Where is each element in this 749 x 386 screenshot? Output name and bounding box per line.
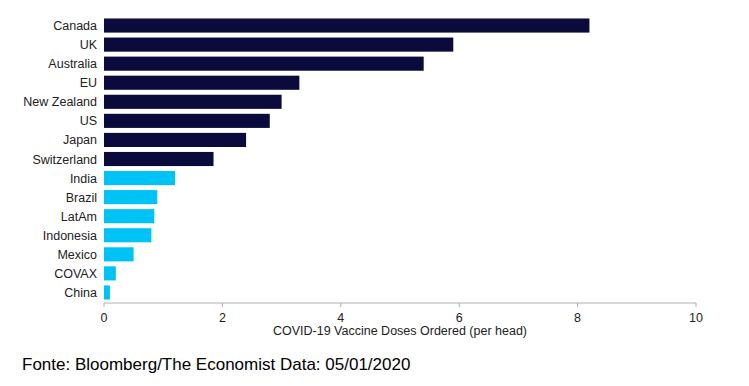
- bar: [104, 133, 246, 147]
- category-label: India: [70, 172, 97, 186]
- x-tick-label: 10: [689, 311, 703, 325]
- bar: [104, 190, 157, 204]
- chart-container: Canada UK Australia EU New Zealand US Japan Swi…: [0, 0, 749, 386]
- category-label: US: [80, 114, 97, 128]
- x-tick-label: 8: [574, 311, 581, 325]
- category-label: New Zealand: [23, 95, 97, 109]
- bar: [104, 285, 110, 299]
- x-tick: [696, 303, 697, 307]
- category-label: Canada: [53, 19, 97, 33]
- category-label: UK: [80, 38, 98, 52]
- x-axis-line: [104, 303, 696, 304]
- x-tick: [104, 303, 105, 307]
- category-label: Switzerland: [32, 153, 97, 167]
- category-label: Brazil: [66, 191, 97, 205]
- category-label: LatAm: [61, 210, 97, 224]
- category-label: Australia: [48, 57, 97, 71]
- bar: [104, 152, 214, 166]
- x-tick: [577, 303, 578, 307]
- bars: [104, 18, 589, 299]
- x-tick-label: 2: [219, 311, 226, 325]
- bar: [104, 38, 453, 52]
- category-label: Mexico: [57, 248, 97, 262]
- x-tick-label: 4: [337, 311, 344, 325]
- bar: [104, 247, 134, 261]
- bar: [104, 18, 589, 32]
- x-tick: [459, 303, 460, 307]
- category-label: Japan: [63, 133, 97, 147]
- bar: [104, 57, 424, 71]
- bar: [104, 228, 151, 242]
- x-tick: [340, 303, 341, 307]
- bar: [104, 171, 175, 185]
- x-tick: [222, 303, 223, 307]
- bar: [104, 209, 154, 223]
- chart: Canada UK Australia EU New Zealand US Japan Swi…: [0, 0, 749, 386]
- category-label: EU: [80, 76, 97, 90]
- bar: [104, 114, 270, 128]
- category-label: China: [64, 286, 97, 300]
- x-axis-label: COVID-19 Vaccine Doses Ordered (per head…: [273, 324, 527, 338]
- category-label: Indonesia: [43, 229, 97, 243]
- category-label: COVAX: [54, 267, 97, 281]
- x-tick-label: 0: [101, 311, 108, 325]
- bar: [104, 95, 282, 109]
- bar: [104, 76, 299, 90]
- x-tick-label: 6: [456, 311, 463, 325]
- bar: [104, 266, 116, 280]
- source-note: Fonte: Bloomberg/The Economist Data: 05/…: [22, 355, 410, 374]
